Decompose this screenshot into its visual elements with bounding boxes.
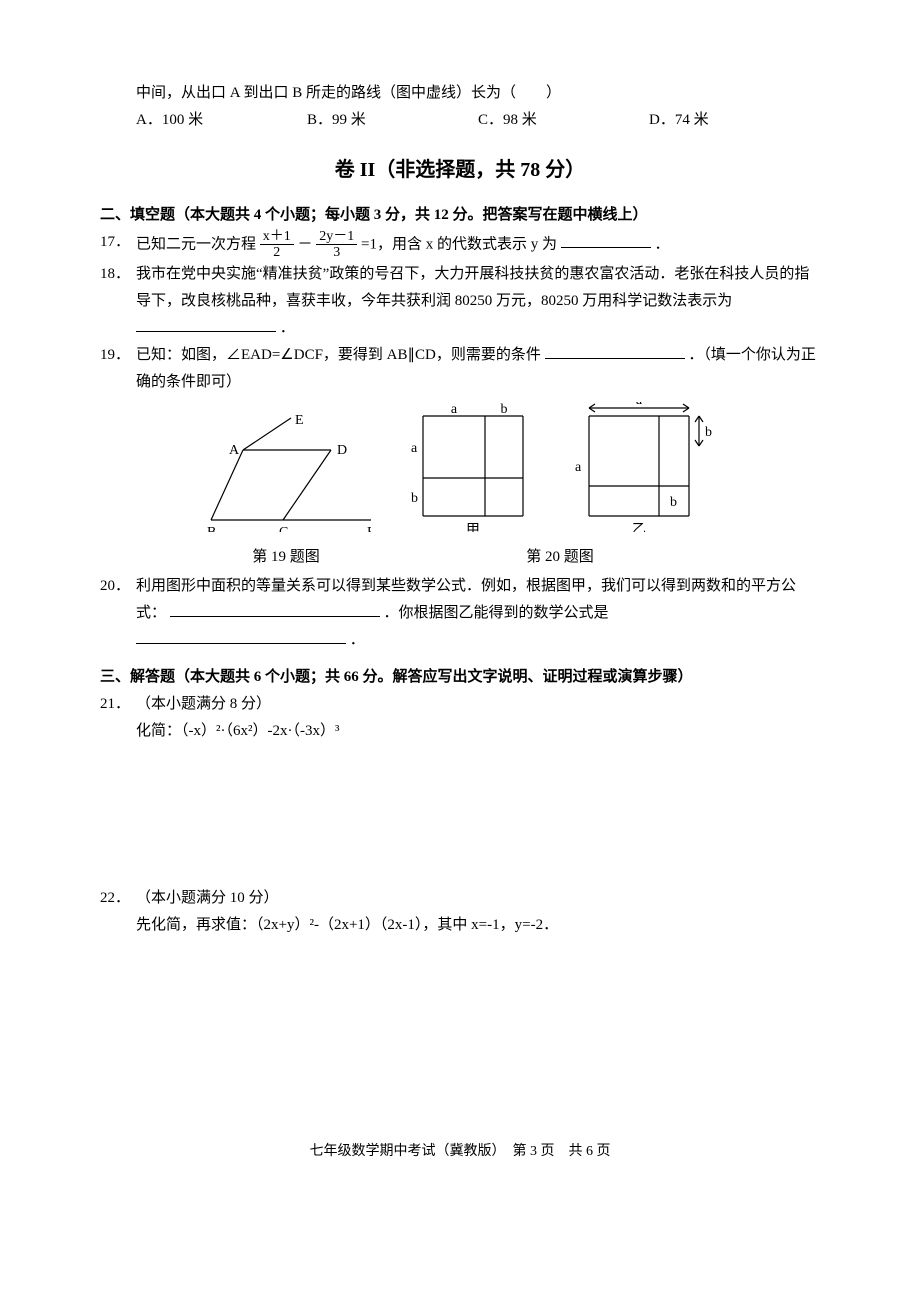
q22-num: 22． [100, 885, 136, 939]
svg-text:B: B [207, 525, 216, 532]
svg-text:b: b [670, 495, 677, 510]
q17-blank [561, 232, 651, 248]
opt-b: B．99 米 [307, 107, 478, 134]
svg-text:a: a [636, 402, 643, 408]
fig19-svg: A D E B C F [201, 402, 371, 532]
svg-text:a: a [411, 441, 418, 456]
workspace-21 [100, 745, 820, 885]
q21: 21． （本小题满分 8 分） 化简：（-x）²·（6x²）-2x·（-3x）³ [100, 691, 820, 745]
q19-num: 19． [100, 342, 136, 396]
q17-text-b: =1，用含 x 的代数式表示 y 为 [361, 236, 557, 252]
q21-num: 21． [100, 691, 136, 745]
q20-text-b: ．你根据图乙能得到的数学公式是 [384, 605, 609, 621]
svg-text:E: E [295, 413, 304, 428]
q19: 19． 已知：如图，∠EAD=∠DCF，要得到 AB∥CD，则需要的条件 ．（填… [100, 342, 820, 396]
fill-blank-heading: 二、填空题（本大题共 4 个小题；每小题 3 分，共 12 分。把答案写在题中横… [100, 202, 820, 229]
q17-num: 17． [100, 229, 136, 261]
svg-text:乙: 乙 [632, 522, 646, 532]
fig20b: a b a 乙 b [569, 402, 719, 542]
q20-num: 20． [100, 573, 136, 654]
svg-text:D: D [337, 443, 347, 458]
fig20-wrap: a b a b 甲 a b a 乙 b 第 20 题图 [401, 402, 719, 571]
opt-a: A．100 米 [136, 107, 307, 134]
q22: 22． （本小题满分 10 分） 先化简，再求值：（2x+y）²-（2x+1）（… [100, 885, 820, 939]
q17-body: 已知二元一次方程 x＋1 2 － 2y－1 3 =1，用含 x 的代数式表示 y… [136, 229, 820, 261]
frac2-num: 2y－1 [316, 229, 357, 245]
q19-body: 已知：如图，∠EAD=∠DCF，要得到 AB∥CD，则需要的条件 ．（填一个你认… [136, 342, 820, 396]
solve-heading: 三、解答题（本大题共 6 个小题；共 66 分。解答应写出文字说明、证明过程或演… [100, 664, 820, 691]
q17-frac1: x＋1 2 [260, 229, 294, 261]
frac2-den: 3 [316, 245, 357, 260]
q17-text-a: 已知二元一次方程 [136, 236, 256, 252]
svg-text:a: a [451, 402, 458, 417]
q20-body: 利用图形中面积的等量关系可以得到某些数学公式．例如，根据图甲，我们可以得到两数和… [136, 573, 820, 654]
svg-text:甲: 甲 [466, 523, 480, 532]
q22-body: （本小题满分 10 分） 先化简，再求值：（2x+y）²-（2x+1）（2x-1… [136, 885, 820, 939]
q21-line2: 化简：（-x）²·（6x²）-2x·（-3x）³ [136, 718, 820, 745]
q21-line1: （本小题满分 8 分） [136, 691, 820, 718]
figures-row: A D E B C F 第 19 题图 a b a b 甲 a b a 乙 b 第 20 题图 [100, 402, 820, 571]
fig20a-svg: a b a b 甲 [401, 402, 541, 532]
fig19-caption: 第 19 题图 [201, 544, 371, 571]
q20-blank1 [170, 601, 380, 617]
frac1-den: 2 [260, 245, 294, 260]
q19-blank [545, 343, 685, 359]
q18-body: 我市在党中央实施“精准扶贫”政策的号召下，大力开展科技扶贫的惠农富农活动．老张在… [136, 261, 820, 342]
q17-text-c: ． [655, 236, 670, 252]
q21-body: （本小题满分 8 分） 化简：（-x）²·（6x²）-2x·（-3x）³ [136, 691, 820, 745]
q22-line1: （本小题满分 10 分） [136, 885, 820, 912]
q18-end: ． [280, 320, 295, 336]
q18-blank [136, 316, 276, 332]
fig20-caption: 第 20 题图 [401, 544, 719, 571]
q20-blank2 [136, 628, 346, 644]
q17-frac2: 2y－1 3 [316, 229, 357, 261]
q17: 17． 已知二元一次方程 x＋1 2 － 2y－1 3 =1，用含 x 的代数式… [100, 229, 820, 261]
q18-num: 18． [100, 261, 136, 342]
q22-line2: 先化简，再求值：（2x+y）²-（2x+1）（2x-1），其中 x=-1，y=-… [136, 912, 820, 939]
q17-minus: － [298, 236, 313, 252]
frac1-num: x＋1 [260, 229, 294, 245]
q19-text-a: 已知：如图，∠EAD=∠DCF，要得到 AB∥CD，则需要的条件 [136, 347, 541, 363]
fig20a: a b a b 甲 [401, 402, 541, 542]
q18: 18． 我市在党中央实施“精准扶贫”政策的号召下，大力开展科技扶贫的惠农富农活动… [100, 261, 820, 342]
q16-options: A．100 米 B．99 米 C．98 米 D．74 米 [136, 107, 820, 134]
q16-continuation: 中间，从出口 A 到出口 B 所走的路线（图中虚线）长为（ ） [136, 80, 820, 107]
svg-text:C: C [279, 525, 288, 532]
q20-text-c: ． [350, 632, 365, 648]
svg-text:b: b [411, 491, 418, 506]
opt-c: C．98 米 [478, 107, 649, 134]
fig20b-svg: a b a 乙 b [569, 402, 719, 532]
svg-text:a: a [575, 460, 582, 475]
section-ii-title: 卷 II（非选择题，共 78 分） [100, 152, 820, 188]
svg-text:F: F [367, 525, 371, 532]
svg-text:b: b [705, 425, 712, 440]
fig19-wrap: A D E B C F 第 19 题图 [201, 402, 371, 571]
q18-text: 我市在党中央实施“精准扶贫”政策的号召下，大力开展科技扶贫的惠农富农活动．老张在… [136, 266, 809, 309]
svg-text:A: A [229, 443, 240, 458]
svg-text:b: b [501, 402, 508, 417]
q20: 20． 利用图形中面积的等量关系可以得到某些数学公式．例如，根据图甲，我们可以得… [100, 573, 820, 654]
page-footer: 七年级数学期中考试（冀教版） 第 3 页 共 6 页 [100, 1139, 820, 1164]
opt-d: D．74 米 [649, 107, 820, 134]
